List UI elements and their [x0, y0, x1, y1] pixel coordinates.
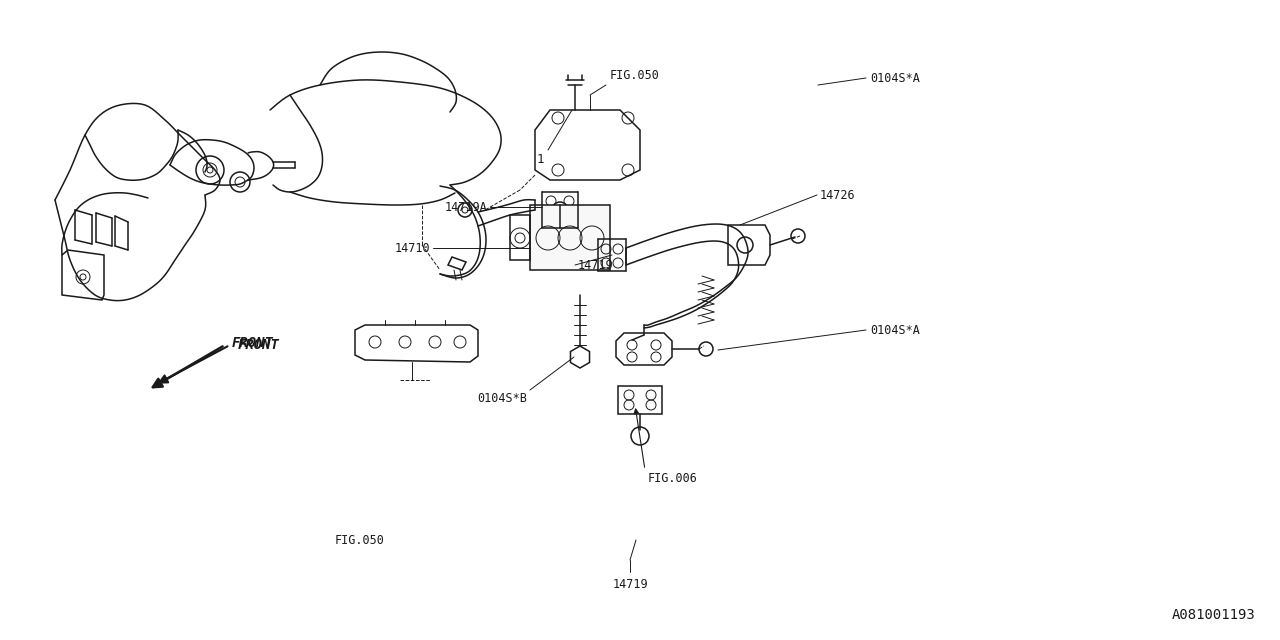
Text: 0104S*A: 0104S*A	[870, 72, 920, 84]
Text: FRONT: FRONT	[232, 336, 274, 350]
Text: 14726: 14726	[820, 189, 855, 202]
Text: 0104S*A: 0104S*A	[870, 323, 920, 337]
Text: FRONT: FRONT	[238, 338, 280, 352]
Text: FIG.006: FIG.006	[648, 472, 698, 485]
Text: 14710: 14710	[394, 241, 430, 255]
Text: 14719: 14719	[612, 579, 648, 591]
Text: 0104S*B: 0104S*B	[477, 392, 527, 405]
Text: 14719A: 14719A	[444, 200, 486, 214]
Text: A081001193: A081001193	[1171, 608, 1254, 622]
Polygon shape	[530, 205, 611, 270]
Text: FIG.050: FIG.050	[611, 69, 660, 82]
Text: 1: 1	[536, 153, 544, 166]
Text: FIG.050: FIG.050	[335, 534, 385, 547]
Text: 14719: 14719	[579, 259, 613, 271]
